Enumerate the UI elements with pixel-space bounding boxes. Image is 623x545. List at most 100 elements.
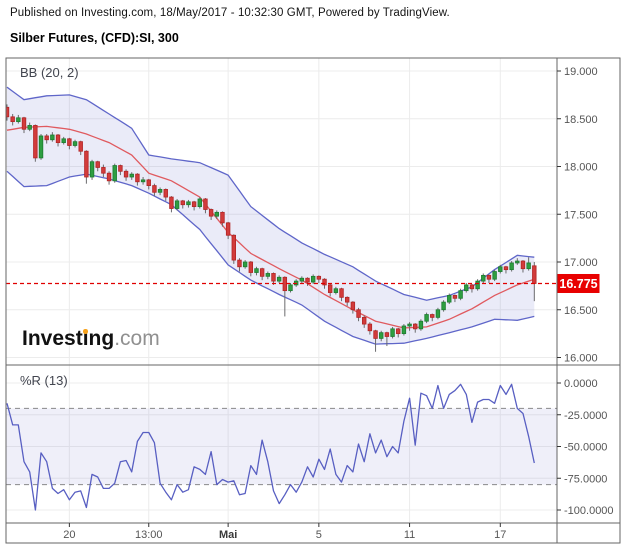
candle-body	[373, 330, 378, 339]
candle-body	[123, 170, 129, 178]
chart-frame	[5, 57, 621, 544]
percent-r-label: %R (13)	[20, 373, 68, 388]
candle-body	[191, 201, 197, 208]
candle-body	[435, 309, 441, 318]
price-axis-label: 17.000	[564, 257, 598, 269]
candle-body	[118, 165, 123, 172]
bollinger-band	[6, 86, 535, 345]
candle-body	[44, 135, 49, 141]
candle-body	[452, 295, 458, 299]
candle-body	[390, 328, 395, 337]
price-axis-label: 16.000	[564, 353, 598, 365]
candle-body	[481, 274, 486, 282]
candle-body	[430, 314, 435, 318]
price-axis: 19.000 18.500 18.000 17.500 17.000 16.500 16.0…	[557, 66, 614, 517]
candle-body	[418, 320, 424, 330]
candle-body	[532, 265, 537, 284]
candle-body	[362, 316, 367, 325]
candle-body	[503, 266, 509, 271]
candle-body	[407, 323, 412, 327]
candle-body	[21, 117, 27, 130]
candle-body	[225, 222, 231, 236]
candle-body	[38, 135, 44, 159]
candle-body	[299, 277, 305, 282]
logo-tld: .com	[114, 327, 160, 350]
candle-body	[203, 198, 208, 210]
band-upper-line	[6, 86, 535, 301]
candle-body	[214, 211, 219, 217]
candle-body	[384, 332, 390, 337]
indicator-axis-label: -100.0000	[564, 505, 614, 517]
candle-body	[129, 173, 134, 178]
candle-body	[486, 274, 492, 280]
time-axis-label: 20	[63, 529, 75, 541]
candle-body	[322, 278, 327, 286]
candle-body	[152, 185, 157, 193]
candle-body	[447, 295, 452, 303]
candle-body	[379, 332, 384, 339]
candle-body	[61, 138, 66, 144]
time-axis-label: 17	[494, 529, 506, 541]
candle-body	[271, 273, 276, 282]
candle-body	[140, 179, 146, 183]
price-axis-label: 16.500	[564, 305, 598, 317]
candle-body	[356, 309, 361, 318]
time-axis-label: 5	[316, 529, 322, 541]
candle-body	[84, 150, 89, 178]
candle-body	[197, 198, 202, 208]
candle-body	[310, 275, 316, 283]
candle-body	[344, 296, 350, 303]
band-fill	[7, 87, 535, 345]
time-axis: 20 13:00 Mai 5 11 17	[63, 523, 506, 541]
candle-body	[169, 196, 174, 209]
time-axis-label: 13:00	[135, 529, 163, 541]
investing-logo: Investi ng.com	[22, 327, 160, 351]
candle-body	[72, 141, 78, 146]
candle-body	[265, 273, 271, 277]
candle-body	[248, 261, 254, 273]
candle-body	[163, 189, 168, 198]
candle-body	[396, 328, 401, 335]
logo-text-2: ng	[88, 327, 115, 350]
logo-text-1: Invest	[22, 327, 83, 350]
last-price-label: 16.775	[557, 273, 600, 293]
candle-body	[208, 209, 214, 217]
price-axis-label: 17.500	[564, 209, 598, 221]
candle-body	[254, 268, 259, 273]
candle-body	[55, 134, 61, 144]
candle-body	[33, 125, 38, 159]
candle-body	[464, 284, 469, 292]
candle-body	[339, 288, 344, 298]
indicator-axis-label: 0.0000	[564, 378, 598, 390]
candle-body	[78, 141, 83, 152]
time-axis-label: Mai	[219, 529, 237, 541]
indicator-axis-label: -50.0000	[564, 442, 607, 454]
threshold-zone	[6, 408, 557, 485]
candle-body	[515, 260, 520, 264]
price-axis-label: 18.000	[564, 162, 598, 174]
candle-body	[498, 266, 503, 272]
candle-body	[520, 260, 526, 270]
percent-r-line	[6, 383, 535, 511]
percent-r-pane	[6, 383, 557, 511]
candle-body	[458, 290, 463, 299]
band-middle-line	[6, 125, 535, 329]
candle-body	[146, 179, 151, 186]
candles-layer	[6, 104, 537, 352]
page-title: Silber Futures, (CFD):SI, 300	[10, 31, 179, 45]
candle-body	[174, 200, 180, 209]
candle-body	[95, 161, 100, 168]
orange-dot-icon	[83, 329, 88, 334]
candle-body	[237, 259, 242, 268]
price-axis-label: 18.500	[564, 114, 598, 126]
candle-body	[10, 116, 15, 123]
indicator-axis-label: -25.0000	[564, 410, 607, 422]
candle-body	[492, 271, 497, 280]
candle-body	[526, 262, 531, 270]
candle-body	[89, 161, 95, 178]
time-axis-label: 11	[404, 529, 415, 541]
candle-body	[67, 138, 72, 146]
candle-body	[242, 261, 248, 268]
candle-body	[305, 277, 310, 283]
